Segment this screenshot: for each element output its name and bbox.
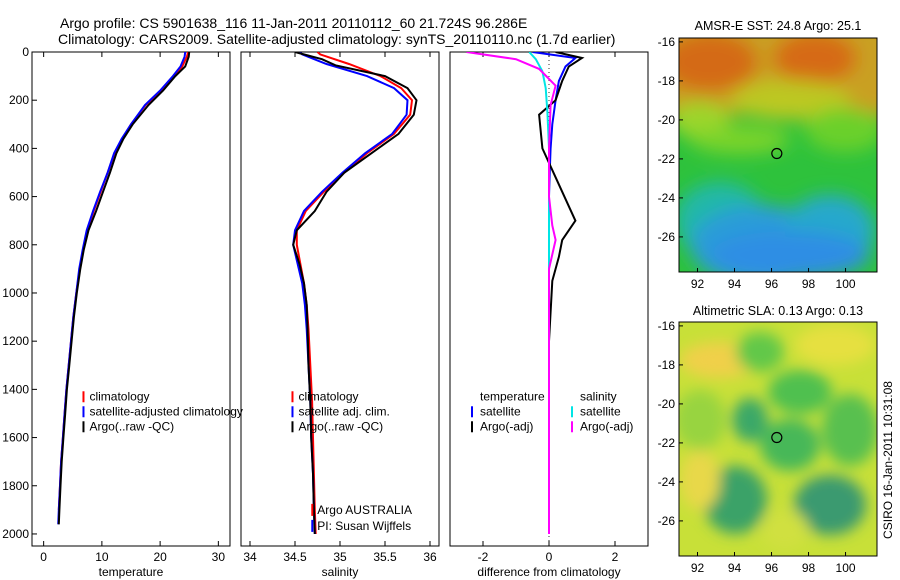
temperature-ytick-label: 200	[9, 93, 29, 107]
sla_map-ytick-label: -20	[658, 397, 676, 411]
temperature-ytick-label: 400	[9, 141, 29, 155]
sst_map-xtick-label: 94	[728, 277, 742, 291]
salinity-xlabel: salinity	[322, 565, 359, 579]
sla-map-ticks: 92 94 96 98 100 -16 -18 -20 -22 -24 -26	[658, 319, 856, 575]
sst-heatmap	[679, 38, 877, 272]
temperature-ytick-label: 1800	[2, 479, 29, 493]
temperature-ytick-label: 1000	[2, 286, 29, 300]
sla-map-title: Altimetric SLA: 0.13 Argo: 0.13	[693, 304, 863, 318]
salinity-series-group	[292, 52, 418, 535]
difference-series-blue	[532, 52, 578, 534]
sst_map-ytick-label: -20	[658, 113, 676, 127]
sla_map-xtick-label: 100	[836, 561, 856, 575]
salinity-xtick-label: 36	[423, 550, 437, 564]
salinity-xtick-label: 35.5	[373, 550, 397, 564]
temperature-series-black	[57, 52, 191, 525]
temperature-xtick-label: 30	[212, 550, 226, 564]
sst_map-xtick-label: 92	[691, 277, 705, 291]
sst-argo-marker	[771, 147, 783, 160]
salinity-annotation: PI: Susan Wijffels	[317, 519, 411, 533]
temperature-legend-label: Argo(..raw -QC)	[89, 419, 174, 433]
sst_map-xtick-label: 100	[836, 277, 856, 291]
temperature-ytick-label: 2000	[2, 527, 29, 541]
sla_map-ytick-label: -18	[658, 358, 676, 372]
difference-xtick-label: -2	[478, 550, 489, 564]
sla_map-ytick-label: -16	[658, 319, 676, 333]
figure-title-line1: Argo profile: CS 5901638_116 11-Jan-2011…	[60, 15, 527, 31]
temperature-frame	[31, 51, 231, 547]
salinity-xtick-label: 34	[243, 550, 257, 564]
difference-series-magenta	[466, 52, 557, 534]
sla_map-xtick-label: 92	[691, 561, 705, 575]
difference-xtick-label: 0	[546, 550, 553, 564]
difference-legend-label: Argo(-adj)	[480, 419, 533, 433]
sla_map-ytick-label: -26	[658, 514, 676, 528]
difference-series-black	[538, 52, 585, 534]
salinity-xtick-label: 34.5	[283, 550, 307, 564]
temperature-series-group	[57, 52, 191, 525]
difference-legend-label: satellite	[580, 404, 621, 418]
salinity-series-red	[295, 52, 414, 535]
temperature-xtick-label: 20	[153, 550, 167, 564]
sla-map-panel: Altimetric SLA: 0.13 Argo: 0.13 92 94 96 98…	[658, 304, 878, 575]
salinity-annotation: Argo AUSTRALIA	[317, 503, 412, 517]
sla-map-frame	[678, 321, 878, 557]
salinity-legend-label: climatology	[298, 389, 358, 403]
temperature-ytick-label: 1400	[2, 382, 29, 396]
sst_map-ytick-label: -18	[658, 74, 676, 88]
temperature-ytick-label: 1600	[2, 431, 29, 445]
temperature-panel: 0 10 20 30 0 200 400 600 800 1000 1200 1400 1600 1800…	[2, 45, 243, 579]
temperature-ytick-label: 600	[9, 190, 29, 204]
sla-heatmap	[679, 322, 877, 556]
figure-title-line2: Climatology: CARS2009. Satellite-adjuste…	[58, 31, 615, 47]
temperature-xtick-label: 10	[95, 550, 109, 564]
temperature-ytick-label: 1200	[2, 334, 29, 348]
temperature-xlabel: temperature	[99, 565, 164, 579]
sst_map-xtick-label: 96	[765, 277, 779, 291]
sst_map-xtick-label: 98	[802, 277, 816, 291]
sst-map-frame	[678, 37, 878, 273]
sla-argo-marker	[771, 431, 783, 444]
difference-legend-group-title: salinity	[580, 389, 617, 403]
sst_map-ytick-label: -24	[658, 191, 676, 205]
creation-stamp: CSIRO 16-Jan-2011 10:31:08	[881, 381, 895, 539]
sla_map-ytick-label: -24	[658, 475, 676, 489]
difference-xlabel: difference from climatology	[477, 565, 620, 579]
sst-map-panel: AMSR-E SST: 24.8 Argo: 25.1 92 94 96 98 100 -…	[658, 19, 878, 291]
sla_map-xtick-label: 98	[802, 561, 816, 575]
difference-legend-label: satellite	[480, 404, 521, 418]
sst_map-ytick-label: -22	[658, 152, 676, 166]
temperature-xtick-label: 0	[40, 550, 47, 564]
salinity-xtick-label: 35	[333, 550, 347, 564]
salinity-series-black	[292, 52, 418, 535]
sla_map-xtick-label: 96	[765, 561, 779, 575]
salinity-legend-label: Argo(..raw -QC)	[298, 419, 383, 433]
sst-map-ticks: 92 94 96 98 100 -16 -18 -20 -22 -24 -26	[658, 35, 856, 291]
sla_map-xtick-label: 94	[728, 561, 742, 575]
temperature-legend-label: satellite-adjusted climatology	[89, 404, 242, 418]
sst-map-title: AMSR-E SST: 24.8 Argo: 25.1	[695, 19, 862, 33]
salinity-series-blue	[292, 52, 409, 535]
salinity-legend-label: satellite adj. clim.	[298, 404, 389, 418]
difference-legend-label: Argo(-adj)	[580, 419, 633, 433]
salinity-panel: 34 34.5 35 35.5 36 salinity climatologysatelli…	[240, 51, 440, 579]
temperature-ytick-label: 0	[22, 45, 29, 59]
salinity-frame	[240, 51, 440, 547]
sst_map-ytick-label: -16	[658, 35, 676, 49]
temperature-legend-label: climatology	[89, 389, 149, 403]
sla_map-ytick-label: -22	[658, 436, 676, 450]
sst_map-ytick-label: -26	[658, 230, 676, 244]
difference-legend-group-title: temperature	[480, 389, 545, 403]
temperature-ytick-label: 800	[9, 238, 29, 252]
difference-xtick-label: 2	[612, 550, 619, 564]
difference-series-group	[466, 52, 585, 534]
